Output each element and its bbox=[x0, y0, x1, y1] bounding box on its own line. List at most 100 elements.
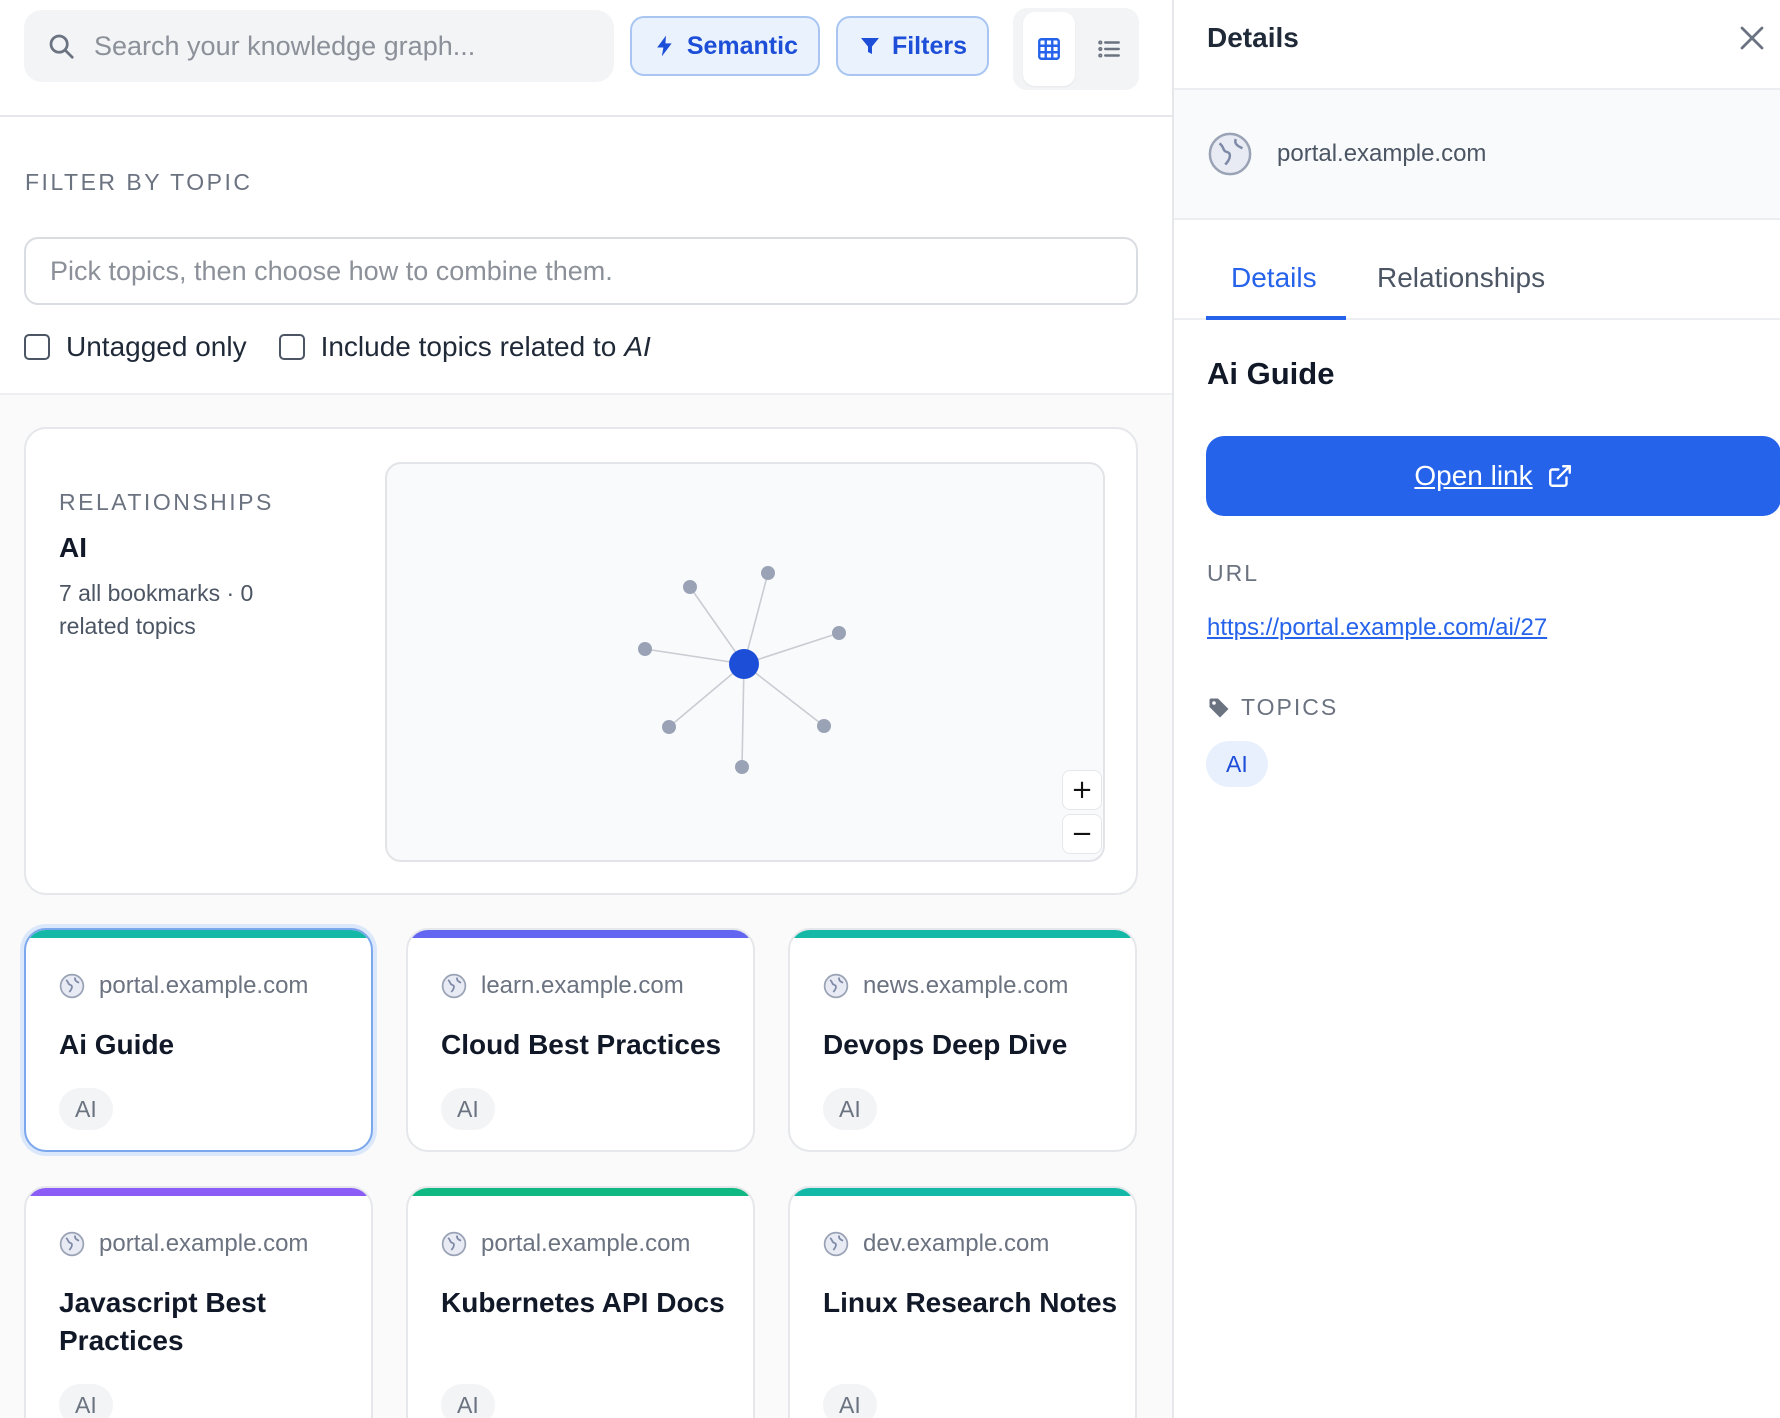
open-link-button[interactable]: Open link bbox=[1206, 436, 1780, 516]
graph-edge bbox=[743, 572, 769, 665]
globe-icon bbox=[59, 1231, 85, 1257]
bookmark-card[interactable]: portal.example.com Ai Guide AI bbox=[24, 928, 373, 1152]
topic-tag[interactable]: AI bbox=[1206, 741, 1268, 787]
card-domain: news.example.com bbox=[823, 972, 1068, 1000]
graph-node[interactable] bbox=[683, 580, 697, 594]
topic-picker-input[interactable]: Pick topics, then choose how to combine … bbox=[24, 237, 1138, 305]
card-topic-tag[interactable]: AI bbox=[441, 1384, 495, 1418]
card-accent bbox=[408, 930, 753, 938]
card-accent bbox=[408, 1188, 753, 1196]
topics-heading-label: TOPICS bbox=[1241, 694, 1339, 720]
card-topic-tag[interactable]: AI bbox=[59, 1088, 113, 1130]
active-tab-indicator bbox=[1206, 316, 1346, 320]
card-domain: learn.example.com bbox=[441, 972, 684, 1000]
filters-button[interactable]: Filters bbox=[836, 16, 989, 76]
include-related-label: Include topics related to bbox=[320, 331, 617, 362]
details-panel: Details portal.example.com Details Relat… bbox=[1172, 0, 1780, 1418]
globe-icon bbox=[1208, 132, 1252, 176]
bookmark-card[interactable]: portal.example.com Kubernetes API Docs A… bbox=[406, 1186, 755, 1418]
tab-details[interactable]: Details bbox=[1231, 262, 1317, 293]
card-domain: portal.example.com bbox=[441, 1230, 690, 1258]
details-panel-header: Details bbox=[1174, 0, 1780, 90]
bookmark-url-link[interactable]: https://portal.example.com/ai/27 bbox=[1207, 614, 1548, 641]
search-bar[interactable] bbox=[24, 10, 614, 82]
search-input[interactable] bbox=[94, 30, 574, 62]
search-icon bbox=[49, 34, 74, 59]
bookmark-card[interactable]: dev.example.com Linux Research Notes AI bbox=[788, 1186, 1137, 1418]
open-link-label: Open link bbox=[1414, 460, 1533, 491]
funnel-icon bbox=[860, 38, 879, 54]
relationships-meta: 7 all bookmarks · 0 related topics bbox=[59, 580, 254, 639]
untagged-only-checkbox[interactable] bbox=[24, 334, 50, 360]
list-view-button[interactable] bbox=[1087, 12, 1131, 86]
graph-edge bbox=[668, 663, 745, 728]
top-toolbar: Semantic Filters bbox=[0, 0, 1172, 117]
card-title[interactable]: Ai Guide bbox=[59, 1029, 175, 1060]
tag-icon bbox=[1209, 698, 1229, 717]
globe-icon bbox=[823, 1231, 849, 1257]
card-title[interactable]: Devops Deep Dive bbox=[823, 1029, 1068, 1060]
bookmark-title: Ai Guide bbox=[1207, 356, 1335, 391]
card-title[interactable]: Kubernetes API Docs bbox=[441, 1287, 725, 1318]
zoom-out-button[interactable]: − bbox=[1062, 814, 1102, 854]
zoom-in-button[interactable]: + bbox=[1062, 770, 1102, 810]
relationship-graph[interactable]: + − bbox=[385, 462, 1105, 862]
card-domain: portal.example.com bbox=[59, 1230, 308, 1258]
graph-center-node[interactable] bbox=[729, 649, 759, 679]
details-tabs: Details Relationships bbox=[1174, 222, 1780, 320]
graph-edge bbox=[743, 632, 840, 665]
graph-node[interactable] bbox=[735, 760, 749, 774]
card-topic-tag[interactable]: AI bbox=[441, 1088, 495, 1130]
semantic-button-label: Semantic bbox=[686, 31, 798, 60]
topics-heading: TOPICS bbox=[1207, 694, 1338, 721]
bookmark-card[interactable]: learn.example.com Cloud Best Practices A… bbox=[406, 928, 755, 1152]
card-title[interactable]: Cloud Best Practices bbox=[441, 1029, 722, 1060]
card-domain-text: learn.example.com bbox=[481, 972, 684, 999]
filters-button-label: Filters bbox=[891, 31, 967, 60]
card-domain: dev.example.com bbox=[823, 1230, 1049, 1258]
semantic-button[interactable]: Semantic bbox=[630, 16, 820, 76]
url-heading: URL bbox=[1207, 560, 1260, 586]
view-toggle bbox=[1013, 8, 1139, 90]
card-accent bbox=[26, 930, 371, 938]
graph-canvas[interactable] bbox=[387, 464, 1105, 862]
relationships-heading: RELATIONSHIPS bbox=[59, 489, 274, 515]
card-topic-tag[interactable]: AI bbox=[59, 1384, 113, 1418]
graph-edge bbox=[741, 663, 745, 768]
tab-relationships[interactable]: Relationships bbox=[1377, 262, 1546, 293]
external-link-icon bbox=[1548, 465, 1571, 487]
graph-node[interactable] bbox=[761, 566, 775, 580]
card-topic-tag[interactable]: AI bbox=[823, 1384, 877, 1418]
grid-view-button[interactable] bbox=[1023, 12, 1075, 86]
globe-icon bbox=[441, 1231, 467, 1257]
include-related-option[interactable]: Include topics related to AI bbox=[278, 331, 651, 363]
card-domain: portal.example.com bbox=[59, 972, 308, 1000]
card-domain-text: portal.example.com bbox=[99, 972, 309, 999]
graph-edge bbox=[689, 586, 745, 665]
bookmark-card[interactable]: news.example.com Devops Deep Dive AI bbox=[788, 928, 1137, 1152]
graph-node[interactable] bbox=[638, 642, 652, 656]
card-topic-tag[interactable]: AI bbox=[823, 1088, 877, 1130]
card-domain-text: news.example.com bbox=[863, 972, 1069, 999]
lightning-icon bbox=[657, 35, 672, 57]
card-title[interactable]: Linux Research Notes bbox=[823, 1287, 1118, 1318]
bookmark-card[interactable]: portal.example.com Javascript Best Pract… bbox=[24, 1186, 373, 1418]
relationships-card: RELATIONSHIPS AI 7 all bookmarks · 0 rel… bbox=[24, 427, 1138, 895]
globe-icon bbox=[59, 973, 85, 999]
include-related-topic: AI bbox=[624, 331, 651, 362]
card-accent bbox=[26, 1188, 371, 1196]
graph-edge bbox=[743, 663, 825, 727]
close-panel-button[interactable] bbox=[1734, 20, 1770, 56]
topic-filter-section: FILTER BY TOPIC Pick topics, then choose… bbox=[0, 117, 1172, 395]
card-title[interactable]: Javascript Best Practices bbox=[59, 1287, 267, 1356]
grid-icon bbox=[1038, 38, 1060, 60]
untagged-only-option[interactable]: Untagged only bbox=[24, 331, 247, 363]
graph-node[interactable] bbox=[817, 719, 831, 733]
graph-node[interactable] bbox=[832, 626, 846, 640]
card-accent bbox=[790, 930, 1135, 938]
main-area: Semantic Filters FILTER BY TOPIC Pick to… bbox=[0, 0, 1172, 1418]
include-related-checkbox[interactable] bbox=[278, 334, 305, 360]
card-domain-text: portal.example.com bbox=[481, 1230, 691, 1257]
graph-node[interactable] bbox=[662, 720, 676, 734]
list-icon bbox=[1098, 40, 1120, 58]
